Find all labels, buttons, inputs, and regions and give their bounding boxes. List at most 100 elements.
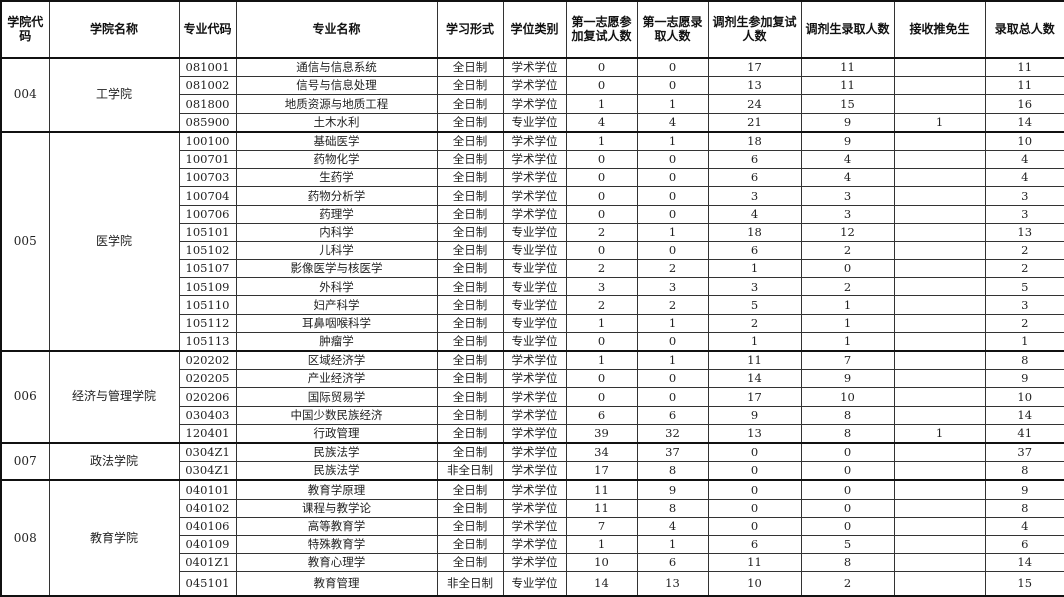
total-admitted-cell: 9 bbox=[984, 479, 1064, 500]
total-admitted-cell: 1 bbox=[984, 331, 1064, 352]
major-code-cell: 085900 bbox=[178, 112, 237, 133]
table-row: 105101 内科学 全日制 专业学位 2 1 18 12 13 bbox=[1, 222, 1064, 242]
header-transfer-admitted: 调剂生录取人数 bbox=[800, 0, 895, 59]
transfer-retest-cell: 3 bbox=[707, 186, 802, 206]
study-mode-cell: 全日制 bbox=[436, 222, 504, 242]
first-choice-admitted-cell: 13 bbox=[636, 571, 709, 597]
transfer-retest-cell: 24 bbox=[707, 94, 802, 114]
degree-type-cell: 学术学位 bbox=[502, 350, 567, 371]
table-row: 0304Z1 民族法学 非全日制 学术学位 17 8 0 0 8 bbox=[1, 461, 1064, 481]
recommended-exempt-cell bbox=[893, 461, 986, 481]
first-choice-admitted-cell: 2 bbox=[636, 259, 709, 279]
first-choice-admitted-cell: 2 bbox=[636, 295, 709, 315]
major-name-cell: 外科学 bbox=[235, 277, 438, 297]
transfer-retest-cell: 11 bbox=[707, 350, 802, 371]
major-name-cell: 通信与信息系统 bbox=[235, 57, 438, 78]
major-code-cell: 105110 bbox=[178, 295, 237, 315]
header-college-code: 学院代码 bbox=[0, 0, 50, 59]
transfer-retest-cell: 6 bbox=[707, 534, 802, 555]
college-name-cell: 教育学院 bbox=[48, 479, 180, 597]
total-admitted-cell: 14 bbox=[984, 553, 1064, 573]
degree-type-cell: 学术学位 bbox=[502, 130, 567, 151]
transfer-admitted-cell: 7 bbox=[800, 350, 895, 371]
major-name-cell: 行政管理 bbox=[235, 423, 438, 444]
recommended-exempt-cell bbox=[893, 498, 986, 518]
transfer-admitted-cell: 11 bbox=[800, 57, 895, 78]
transfer-admitted-cell: 0 bbox=[800, 259, 895, 279]
recommended-exempt-cell bbox=[893, 168, 986, 188]
recommended-exempt-cell bbox=[893, 259, 986, 279]
major-name-cell: 国际贸易学 bbox=[235, 387, 438, 407]
degree-type-cell: 学术学位 bbox=[502, 369, 567, 389]
first-choice-admitted-cell: 0 bbox=[636, 57, 709, 78]
total-admitted-cell: 3 bbox=[984, 295, 1064, 315]
first-choice-admitted-cell: 37 bbox=[636, 441, 709, 463]
degree-type-cell: 学术学位 bbox=[502, 516, 567, 536]
recommended-exempt-cell bbox=[893, 186, 986, 206]
study-mode-cell: 全日制 bbox=[436, 423, 504, 444]
transfer-retest-cell: 10 bbox=[707, 571, 802, 597]
recommended-exempt-cell bbox=[893, 331, 986, 352]
degree-type-cell: 专业学位 bbox=[502, 295, 567, 315]
transfer-admitted-cell: 12 bbox=[800, 222, 895, 242]
transfer-admitted-cell: 1 bbox=[800, 313, 895, 333]
transfer-retest-cell: 0 bbox=[707, 441, 802, 463]
major-name-cell: 耳鼻咽喉科学 bbox=[235, 313, 438, 333]
transfer-admitted-cell: 2 bbox=[800, 571, 895, 597]
transfer-retest-cell: 5 bbox=[707, 295, 802, 315]
header-degree-type: 学位类别 bbox=[502, 0, 567, 59]
recommended-exempt-cell bbox=[893, 149, 986, 170]
transfer-admitted-cell: 2 bbox=[800, 277, 895, 297]
total-admitted-cell: 11 bbox=[984, 76, 1064, 96]
first-choice-admitted-cell: 1 bbox=[636, 130, 709, 151]
degree-type-cell: 学术学位 bbox=[502, 553, 567, 573]
major-code-cell: 0304Z1 bbox=[178, 461, 237, 481]
transfer-admitted-cell: 9 bbox=[800, 130, 895, 151]
transfer-admitted-cell: 3 bbox=[800, 204, 895, 224]
major-code-cell: 020202 bbox=[178, 350, 237, 371]
transfer-retest-cell: 1 bbox=[707, 259, 802, 279]
major-name-cell: 内科学 bbox=[235, 222, 438, 242]
degree-type-cell: 学术学位 bbox=[502, 186, 567, 206]
first-choice-retest-cell: 11 bbox=[565, 498, 638, 518]
table-row: 005 医学院 100100 基础医学 全日制 学术学位 1 1 18 9 10 bbox=[0, 130, 1064, 352]
first-choice-retest-cell: 6 bbox=[565, 405, 638, 425]
major-name-cell: 特殊教育学 bbox=[235, 534, 438, 555]
major-code-cell: 105112 bbox=[178, 313, 237, 333]
table-row: 030403 中国少数民族经济 全日制 学术学位 6 6 9 8 14 bbox=[1, 405, 1064, 425]
major-name-cell: 药理学 bbox=[235, 204, 438, 224]
header-major-name: 专业名称 bbox=[235, 0, 438, 59]
first-choice-retest-cell: 14 bbox=[565, 571, 638, 597]
study-mode-cell: 全日制 bbox=[436, 331, 504, 352]
total-admitted-cell: 41 bbox=[984, 423, 1064, 444]
table-row: 105102 儿科学 全日制 专业学位 0 0 6 2 2 bbox=[1, 240, 1064, 261]
header-major-code: 专业代码 bbox=[178, 0, 237, 59]
major-name-cell: 产业经济学 bbox=[235, 369, 438, 389]
first-choice-admitted-cell: 0 bbox=[636, 149, 709, 170]
total-admitted-cell: 2 bbox=[984, 259, 1064, 279]
study-mode-cell: 全日制 bbox=[436, 369, 504, 389]
first-choice-retest-cell: 34 bbox=[565, 441, 638, 463]
transfer-admitted-cell: 4 bbox=[800, 149, 895, 170]
total-admitted-cell: 6 bbox=[984, 534, 1064, 555]
degree-type-cell: 学术学位 bbox=[502, 57, 567, 78]
table-row: 040106 高等教育学 全日制 学术学位 7 4 0 0 4 bbox=[1, 516, 1064, 536]
major-name-cell: 教育心理学 bbox=[235, 553, 438, 573]
total-admitted-cell: 8 bbox=[984, 498, 1064, 518]
total-admitted-cell: 37 bbox=[984, 441, 1064, 463]
degree-type-cell: 专业学位 bbox=[502, 313, 567, 333]
first-choice-admitted-cell: 0 bbox=[636, 204, 709, 224]
college-name-cell: 经济与管理学院 bbox=[48, 350, 180, 444]
study-mode-cell: 全日制 bbox=[436, 57, 504, 78]
transfer-retest-cell: 17 bbox=[707, 387, 802, 407]
first-choice-retest-cell: 1 bbox=[565, 350, 638, 371]
major-code-cell: 105113 bbox=[178, 331, 237, 352]
degree-type-cell: 专业学位 bbox=[502, 277, 567, 297]
major-name-cell: 民族法学 bbox=[235, 461, 438, 481]
study-mode-cell: 全日制 bbox=[436, 277, 504, 297]
degree-type-cell: 学术学位 bbox=[502, 149, 567, 170]
study-mode-cell: 全日制 bbox=[436, 240, 504, 261]
major-code-cell: 105107 bbox=[178, 259, 237, 279]
degree-type-cell: 学术学位 bbox=[502, 76, 567, 96]
first-choice-admitted-cell: 0 bbox=[636, 168, 709, 188]
